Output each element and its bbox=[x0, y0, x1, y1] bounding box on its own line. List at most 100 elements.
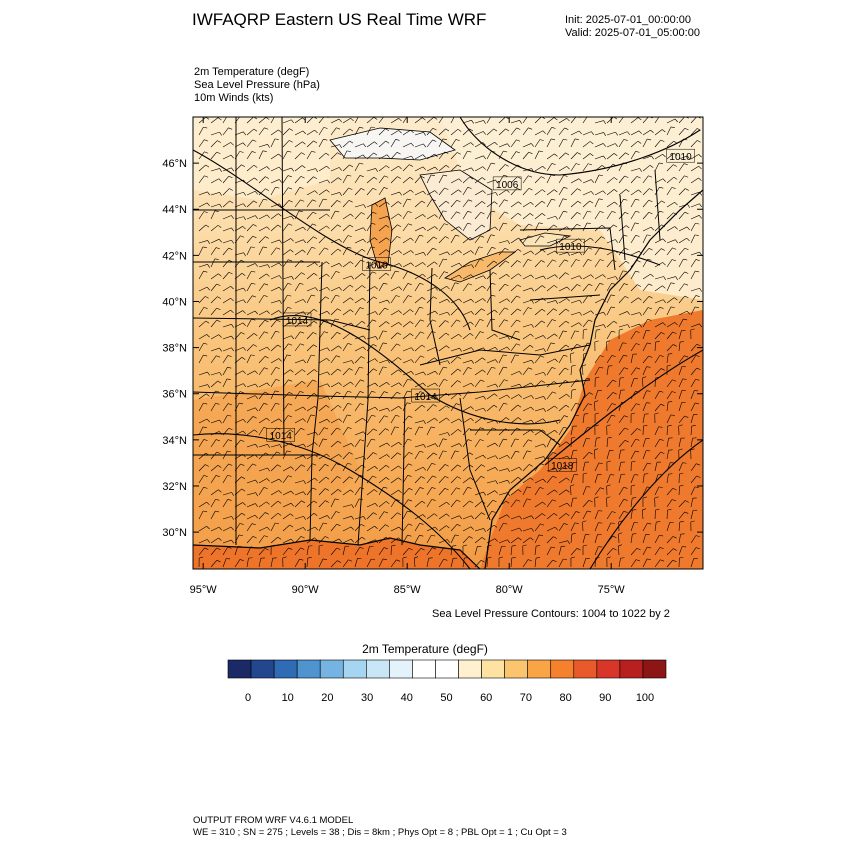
wind-barb-flag bbox=[494, 226, 498, 231]
wind-barb bbox=[678, 283, 685, 292]
wind-barb bbox=[486, 455, 496, 460]
wind-barb bbox=[534, 200, 543, 208]
wind-barb bbox=[306, 287, 316, 292]
wind-barb bbox=[618, 378, 621, 388]
wind-barb bbox=[294, 260, 302, 268]
wind-barb bbox=[426, 534, 432, 544]
wind-barb-flag bbox=[434, 166, 438, 171]
wind-barb-flag bbox=[467, 187, 472, 189]
wind-barb bbox=[294, 331, 301, 340]
wind-barb-flag bbox=[396, 559, 401, 562]
wind-barb-flag bbox=[314, 477, 318, 482]
wind-barb-flag bbox=[454, 534, 459, 537]
wind-barb bbox=[246, 215, 256, 220]
wind-barb-flag bbox=[660, 559, 665, 562]
wind-barb-flag bbox=[646, 234, 651, 236]
run-times: Init: 2025-07-01_00:00:00 Valid: 2025-07… bbox=[565, 14, 700, 40]
wind-barb bbox=[282, 392, 290, 400]
wind-barb-flag bbox=[240, 332, 245, 335]
wind-barb bbox=[270, 500, 279, 508]
wind-barb-flag bbox=[624, 367, 629, 370]
wind-barb-flag bbox=[384, 307, 389, 311]
wind-barb bbox=[390, 139, 396, 148]
wind-barb-flag bbox=[301, 321, 306, 325]
wind-barb-flag bbox=[517, 224, 521, 227]
wind-barb bbox=[534, 456, 544, 460]
wind-barb-flag bbox=[480, 560, 485, 563]
wind-barb-flag bbox=[301, 152, 305, 155]
wind-barb bbox=[210, 210, 216, 220]
wind-barb bbox=[258, 403, 264, 412]
wind-barb-flag bbox=[384, 175, 389, 178]
wind-barb-flag bbox=[325, 404, 330, 408]
wind-barb-flag bbox=[218, 178, 222, 182]
wind-barb-flag bbox=[419, 450, 424, 453]
wind-barb bbox=[642, 296, 650, 304]
wind-barb-flag bbox=[363, 431, 366, 436]
wind-barb-flag bbox=[373, 117, 378, 120]
wind-barb bbox=[690, 535, 697, 544]
wind-barb-flag bbox=[338, 418, 342, 422]
wind-barb bbox=[426, 236, 434, 244]
wind-barb-flag bbox=[623, 234, 628, 237]
wind-barb-flag bbox=[323, 198, 328, 201]
wind-barb bbox=[402, 439, 408, 448]
wind-barb bbox=[198, 175, 205, 184]
wind-barb bbox=[342, 403, 348, 412]
colorbar-swatch bbox=[481, 659, 505, 679]
wind-barb-flag bbox=[530, 382, 534, 387]
wind-barb-flag bbox=[383, 547, 388, 550]
wind-barb bbox=[318, 189, 327, 196]
wind-barb bbox=[354, 464, 363, 472]
wind-barb bbox=[570, 130, 580, 136]
wind-barb-flag bbox=[337, 224, 342, 228]
wind-barb-flag bbox=[266, 478, 270, 482]
wind-barb bbox=[222, 142, 231, 148]
wind-barb bbox=[222, 272, 230, 280]
wind-barb bbox=[474, 275, 484, 280]
wind-barb bbox=[414, 371, 424, 376]
wind-barb-flag bbox=[594, 496, 599, 499]
wind-barb bbox=[306, 344, 314, 352]
wind-barb-flag bbox=[648, 199, 653, 203]
wind-barb-flag bbox=[632, 497, 637, 499]
wind-barb-flag bbox=[241, 357, 246, 360]
wind-barb-flag bbox=[254, 514, 258, 519]
wind-barb bbox=[246, 283, 252, 292]
wind-barb bbox=[438, 450, 444, 460]
wind-barb bbox=[618, 235, 624, 244]
wind-barb-flag bbox=[603, 143, 606, 147]
wind-barb-flag bbox=[423, 371, 426, 376]
colorbar-label: 40 bbox=[401, 692, 413, 704]
wind-barb-flag bbox=[445, 128, 450, 132]
wind-barb bbox=[198, 307, 205, 316]
wind-barb bbox=[318, 358, 327, 364]
wind-barb bbox=[342, 546, 346, 556]
wind-barb-flag bbox=[458, 274, 462, 279]
wind-barb bbox=[666, 202, 675, 208]
wind-barb-flag bbox=[599, 283, 604, 285]
lat-label: 36°N bbox=[162, 389, 187, 401]
wind-barb-flag bbox=[375, 311, 378, 315]
wind-barb bbox=[198, 371, 208, 376]
wind-barb bbox=[282, 502, 292, 508]
wind-barb-flag bbox=[407, 475, 412, 477]
wind-barb bbox=[594, 224, 603, 232]
wind-barb-flag bbox=[303, 359, 306, 364]
wind-barb bbox=[678, 295, 685, 304]
wind-barb bbox=[378, 283, 384, 292]
wind-barb bbox=[246, 344, 254, 352]
wind-barb-flag bbox=[419, 426, 424, 429]
wind-barb-flag bbox=[625, 225, 630, 229]
wind-barb-flag bbox=[267, 144, 270, 148]
wind-barb-flag bbox=[504, 247, 509, 251]
wind-barb bbox=[354, 285, 363, 292]
wind-barb bbox=[606, 535, 613, 544]
wind-barb bbox=[581, 366, 584, 376]
wind-barb-flag bbox=[606, 496, 611, 499]
wind-barb bbox=[534, 487, 541, 496]
wind-barb bbox=[342, 297, 351, 304]
wind-barb bbox=[414, 344, 422, 352]
wind-barb-flag bbox=[589, 392, 593, 395]
wind-barb-flag bbox=[504, 283, 509, 287]
